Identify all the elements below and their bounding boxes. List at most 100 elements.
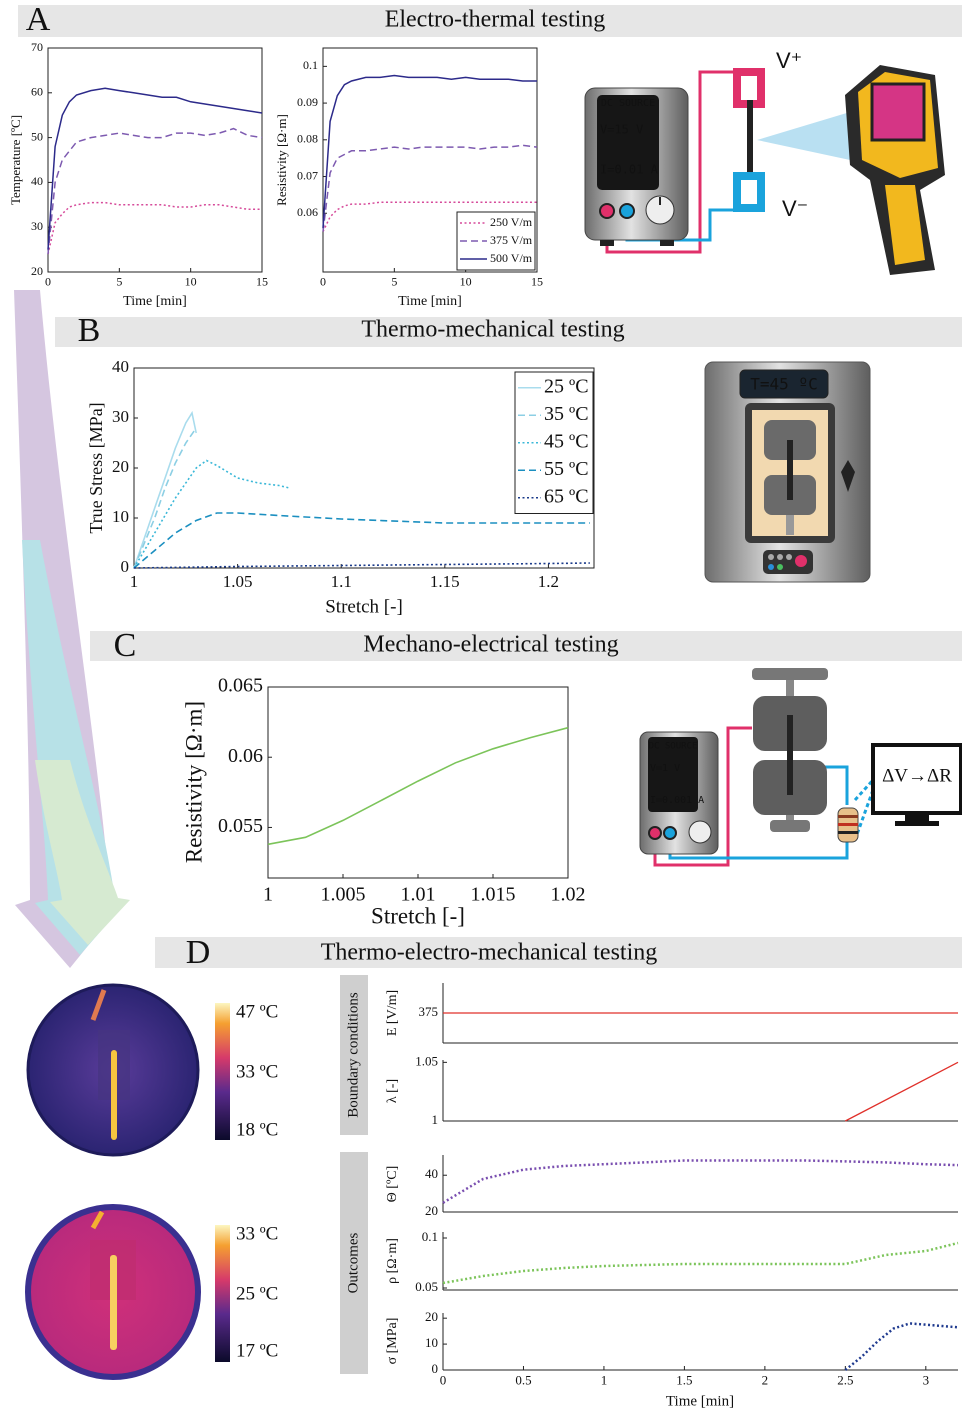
colorbar-label: 18 ºC: [236, 1119, 278, 1140]
y-tick-label: 1: [432, 1112, 439, 1127]
panel-title: Electro-thermal testing: [385, 7, 606, 33]
y-tick-label: 40: [31, 174, 43, 188]
data-line: [322, 74, 537, 228]
x-tick-label: 1.015: [471, 884, 516, 906]
y-tick-label: 10: [112, 507, 129, 526]
x-tick-label: 1: [130, 572, 139, 591]
x-tick-label: 1.02: [551, 884, 586, 906]
legend-label: 500 V/m: [490, 251, 533, 265]
data-line: [442, 1241, 959, 1285]
x-tick-label: 15: [531, 275, 543, 289]
x-tick-label: 2.5: [837, 1373, 853, 1388]
mechano-electrical-setup: DC SOURCE V=1 V I=0.001 A ΔV→ΔR: [639, 668, 962, 867]
colorbar-label: 17 ºC: [236, 1340, 278, 1361]
chart: 20 40 Θ [ºC]: [385, 1155, 959, 1218]
group-labels: Boundary conditions Outcomes: [340, 975, 368, 1374]
x-tick-label: 1.01: [401, 884, 436, 906]
y-tick-label: 0.1: [303, 58, 318, 72]
panel-letter: B: [78, 312, 101, 349]
terminal-label: V⁺: [776, 48, 802, 73]
y-tick-label: 10: [425, 1335, 438, 1350]
y-axis-label: E [V/m]: [385, 990, 400, 1036]
y-tick-label: 70: [31, 40, 43, 54]
chart: 0 0.5 1 1.5 2 2.5 3 0 10 20 Time [min] σ [MPa]: [385, 1309, 959, 1409]
y-tick-label: 0.05: [415, 1279, 438, 1294]
y-tick-label: 20: [425, 1309, 438, 1324]
legend-box: [456, 211, 536, 271]
y-tick-label: 0.09: [297, 95, 318, 109]
thermal-images: 47 ºC 33 ºC 18 ºC 33 ºC 25 ºC 17 ºC: [25, 983, 278, 1380]
y-tick-label: 0.055: [218, 815, 263, 837]
x-tick-label: 0.5: [515, 1373, 531, 1388]
x-tick-label: 5: [116, 275, 122, 289]
panel-headers: A Electro-thermal testing B Thermo-mecha…: [18, 1, 962, 971]
panel-letter: A: [26, 1, 51, 38]
chart: 375 E [V/m]: [385, 983, 958, 1044]
data-line: [442, 1159, 959, 1204]
device-label: DC SOURCE: [601, 98, 655, 109]
flow-arrows: [14, 290, 130, 968]
y-tick-label: 375: [419, 1004, 439, 1019]
y-tick-label: 0: [121, 557, 130, 576]
y-axis-label: σ [MPa]: [385, 1318, 400, 1365]
x-axis-label: Stretch [-]: [371, 903, 465, 928]
y-axis-label: Resistivity [Ω·m]: [274, 114, 289, 206]
x-tick-label: 0: [440, 1373, 447, 1388]
legend-label: 375 V/m: [490, 233, 533, 247]
legend-label: 250 V/m: [490, 215, 533, 229]
y-tick-label: 50: [31, 129, 43, 143]
y-tick-label: 20: [112, 457, 129, 476]
panel-letter: C: [114, 627, 137, 664]
data-line: [133, 459, 290, 569]
y-tick-label: 60: [31, 85, 43, 99]
x-tick-label: 1.1: [331, 572, 352, 591]
chart: 0.05 0.1 ρ [Ω·m]: [385, 1229, 959, 1294]
data-line: [322, 144, 538, 232]
x-tick-label: 1.005: [321, 884, 366, 906]
y-tick-label: 0: [432, 1361, 439, 1376]
terminal-label: V⁻: [782, 196, 808, 221]
device-readout: I=0.01 A: [600, 163, 659, 177]
y-axis-label: Temperature [ºC]: [8, 115, 23, 205]
chart: 1 1.05 λ [-]: [385, 1053, 959, 1127]
y-tick-label: 0.06: [228, 745, 263, 767]
chart: 0 5 10 15 20 30 40 50 60 70 Time [min] Temperature …: [8, 40, 268, 309]
y-tick-label: 30: [31, 219, 43, 233]
y-axis-label: Θ [ºC]: [385, 1166, 400, 1203]
y-axis-label: λ [-]: [385, 1079, 400, 1103]
colorbar-label: 47 ºC: [236, 1001, 278, 1022]
header-bar: [155, 937, 962, 968]
data-line: [133, 427, 197, 569]
header-bar: [90, 631, 962, 661]
x-axis-label: Time [min]: [123, 294, 187, 309]
y-tick-label: 40: [112, 357, 129, 376]
device-label: DC SOURCE: [649, 742, 698, 752]
chamber-display: T=45 ºC: [750, 375, 817, 394]
data-line: [844, 1322, 959, 1371]
y-axis-label: ρ [Ω·m]: [385, 1238, 400, 1284]
x-axis-label: Stretch [-]: [325, 596, 403, 617]
device-readout: V=15 V: [600, 123, 643, 137]
panel-title: Mechano-electrical testing: [363, 632, 618, 658]
x-tick-label: 0: [45, 275, 51, 289]
x-tick-label: 1.15: [430, 572, 460, 591]
y-tick-label: 40: [425, 1166, 438, 1181]
x-axis-label: Time [min]: [398, 294, 462, 309]
x-tick-label: 1.2: [538, 572, 559, 591]
legend-label: 45 ºC: [544, 430, 589, 452]
x-tick-label: 0: [320, 275, 326, 289]
monitor-readout: ΔV→ΔR: [882, 765, 952, 786]
data-line: [267, 726, 569, 846]
x-tick-label: 15: [256, 275, 268, 289]
colorbar-label: 25 ºC: [236, 1283, 278, 1304]
legend-label: 35 ºC: [544, 403, 589, 425]
legend-label: 65 ºC: [544, 485, 589, 507]
y-tick-label: 0.065: [218, 675, 263, 697]
data-line: [133, 562, 590, 569]
plot-frame: [267, 686, 569, 879]
x-tick-label: 10: [460, 275, 472, 289]
chart: 1 1.05 1.1 1.15 1.2 0 10 20 30 40 Stretch [-] True …: [86, 357, 595, 617]
colorbar-label: 33 ºC: [236, 1223, 278, 1244]
y-tick-label: 30: [112, 407, 129, 426]
chart: 1 1.005 1.01 1.015 1.02 0.055 0.06 0.065 Stretch…: [181, 675, 585, 929]
